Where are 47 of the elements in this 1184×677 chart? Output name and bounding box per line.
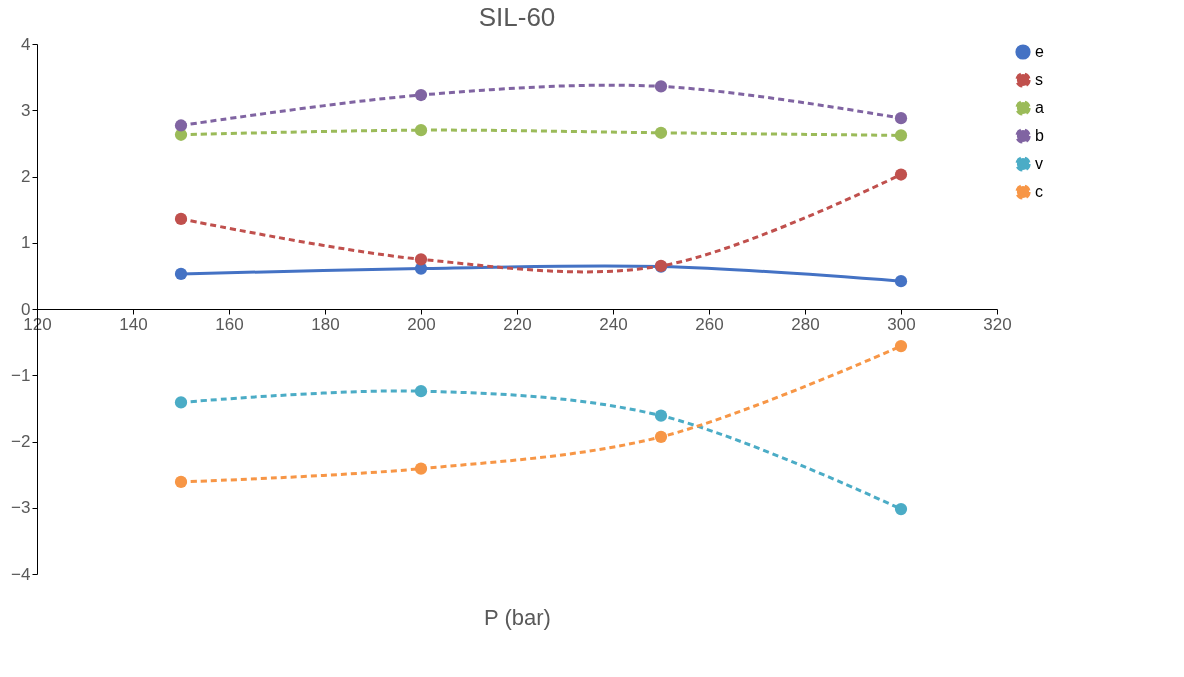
y-tick-label: 3 xyxy=(21,100,31,120)
point xyxy=(894,502,908,516)
point xyxy=(174,475,188,489)
x-tick-label: 140 xyxy=(119,314,148,334)
x-axis-title: P (bar) xyxy=(484,604,551,630)
x-tick-label: 160 xyxy=(215,314,244,334)
point xyxy=(414,124,428,137)
y-tick-label: 1 xyxy=(21,233,31,253)
point xyxy=(174,119,188,132)
y-tick-label: 2 xyxy=(21,167,31,186)
point xyxy=(654,80,668,93)
chart-title: SIL-60 xyxy=(478,2,556,32)
x-tick-label: 320 xyxy=(983,314,1012,334)
point xyxy=(654,430,668,443)
y-tick-label: 0 xyxy=(21,299,31,319)
y-tick-label: −2 xyxy=(11,432,31,451)
x-tick-label: 200 xyxy=(407,314,436,334)
x-tick-label: 300 xyxy=(887,314,916,334)
point xyxy=(894,168,908,181)
point xyxy=(414,88,428,102)
legend-label: b xyxy=(1035,127,1044,144)
point xyxy=(654,126,668,139)
point xyxy=(894,339,908,353)
legend-label: c xyxy=(1035,183,1043,200)
point xyxy=(894,129,908,142)
x-tick-label: 280 xyxy=(791,314,820,334)
point xyxy=(414,385,428,398)
x-tick-label: 180 xyxy=(311,314,340,334)
legend-label: v xyxy=(1035,155,1043,172)
point xyxy=(174,212,188,226)
x-tick-label: 240 xyxy=(599,314,628,334)
point xyxy=(654,409,668,422)
y-tick-label: −3 xyxy=(11,498,31,518)
y-tick-label: −4 xyxy=(11,564,31,584)
x-tick-label: 220 xyxy=(503,314,532,334)
point xyxy=(894,112,908,125)
point xyxy=(174,267,188,280)
x-tick-label: 260 xyxy=(695,314,724,334)
legend-label: a xyxy=(1035,99,1044,116)
point xyxy=(894,275,908,288)
point xyxy=(414,462,428,475)
y-tick-label: −1 xyxy=(11,365,31,385)
point xyxy=(174,396,188,409)
legend-label: e xyxy=(1035,43,1044,60)
point xyxy=(414,253,428,266)
legend-label: s xyxy=(1035,71,1043,88)
y-tick-label: 4 xyxy=(21,34,31,54)
